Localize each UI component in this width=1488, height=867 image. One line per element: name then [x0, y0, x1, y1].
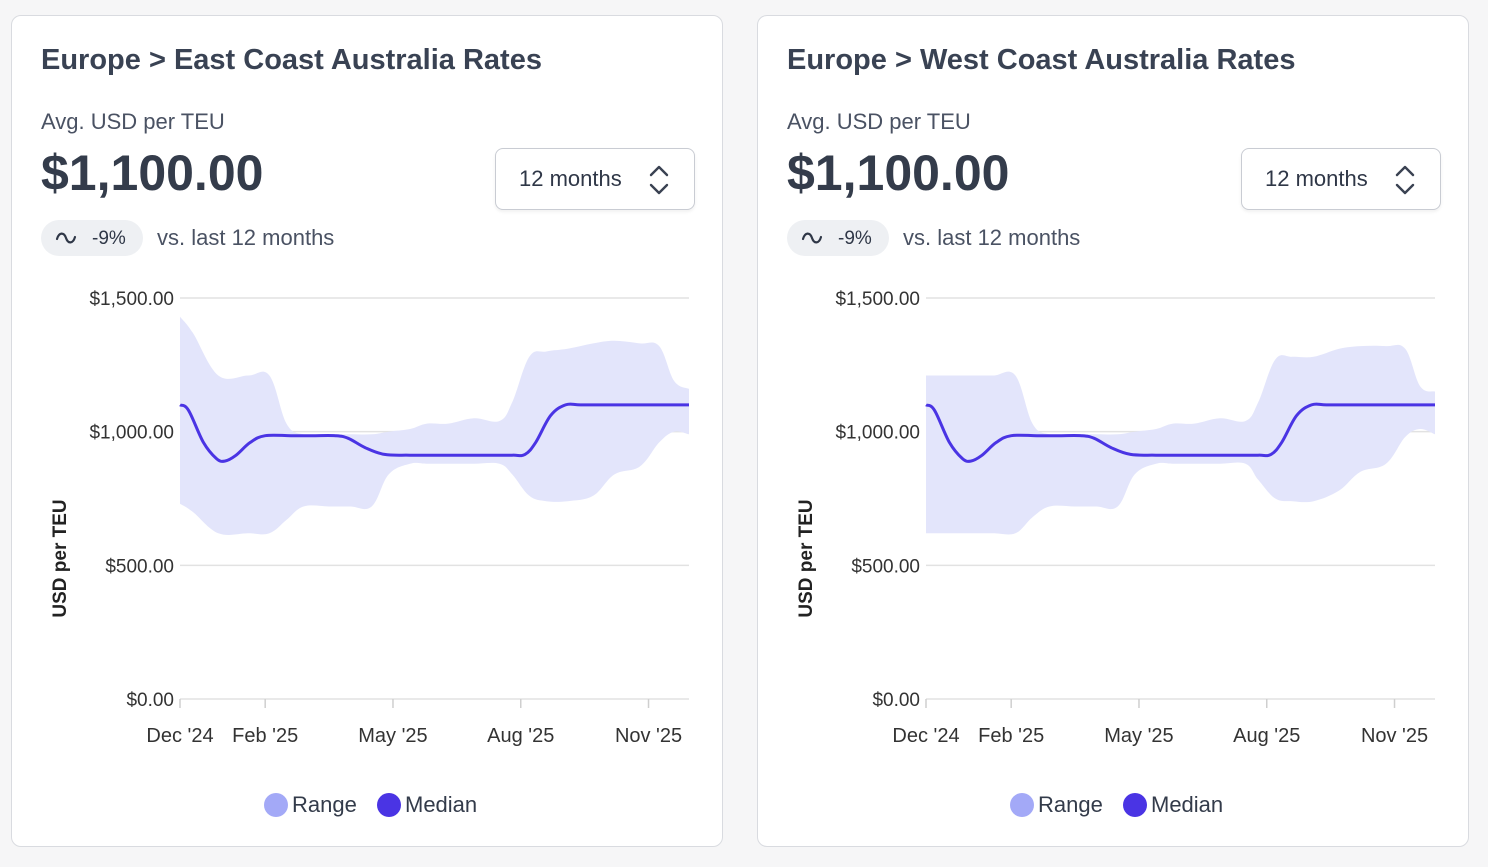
period-select-value: 12 months: [1265, 166, 1368, 191]
legend-swatch-range: [1010, 793, 1034, 817]
y-tick-label: $1,500.00: [89, 289, 174, 310]
y-axis-title: USD per TEU: [796, 499, 817, 617]
range-band: [180, 316, 689, 535]
card-title: Europe > West Coast Australia Rates: [787, 44, 1296, 76]
change-badge: -9%: [41, 220, 143, 256]
x-tick-label: May '25: [1104, 725, 1173, 747]
x-tick-label: Nov '25: [615, 725, 682, 747]
rate-chart: $0.00 $500.00 $1,000.00 $1,500.00 Dec '24 Feb…: [50, 289, 689, 747]
rate-card: Europe > East Coast Australia Rates Avg.…: [11, 15, 723, 847]
y-tick-label: $1,500.00: [835, 289, 920, 310]
tilde-wave-icon: [55, 232, 77, 244]
metric-value: $1,100.00: [41, 145, 264, 201]
up-down-chevron-icon: [649, 165, 669, 195]
x-tick-label: Nov '25: [1361, 725, 1428, 747]
legend-swatch-median: [1123, 793, 1147, 817]
range-band: [926, 344, 1435, 535]
y-axis-title: USD per TEU: [50, 499, 71, 617]
x-tick-label: Feb '25: [232, 725, 298, 747]
up-down-chevron-icon: [1395, 165, 1415, 195]
metric-value: $1,100.00: [787, 145, 1010, 201]
comparison-text: vs. last 12 months: [903, 225, 1081, 250]
change-percent: -9%: [838, 228, 872, 249]
card-title: Europe > East Coast Australia Rates: [41, 44, 542, 76]
x-tick-label: Dec '24: [146, 725, 213, 747]
median-line: [925, 402, 1435, 463]
period-select[interactable]: 12 months: [1241, 148, 1441, 210]
legend-label-range: Range: [1038, 792, 1103, 817]
rate-chart: $0.00 $500.00 $1,000.00 $1,500.00 Dec '24 Feb…: [796, 289, 1435, 747]
y-tick-label: $500.00: [105, 556, 174, 577]
period-select[interactable]: 12 months: [495, 148, 695, 210]
legend-label-median: Median: [1151, 792, 1224, 817]
x-tick-label: Feb '25: [978, 725, 1044, 747]
metric-label: Avg. USD per TEU: [41, 109, 225, 134]
tilde-wave-icon: [801, 232, 823, 244]
legend-swatch-range: [264, 793, 288, 817]
chart-legend: Range Median: [12, 788, 724, 822]
legend-label-median: Median: [405, 792, 478, 817]
rate-card: Europe > West Coast Australia Rates Avg.…: [757, 15, 1469, 847]
y-tick-label: $0.00: [126, 690, 174, 711]
median-line: [179, 402, 689, 463]
x-tick-label: Aug '25: [487, 725, 554, 747]
y-tick-label: $1,000.00: [89, 423, 174, 444]
x-tick-label: Dec '24: [892, 725, 959, 747]
y-tick-label: $500.00: [851, 556, 920, 577]
x-tick-label: May '25: [358, 725, 427, 747]
change-percent: -9%: [92, 228, 126, 249]
x-tick-label: Aug '25: [1233, 725, 1300, 747]
period-select-value: 12 months: [519, 166, 622, 191]
comparison-text: vs. last 12 months: [157, 225, 335, 250]
metric-label: Avg. USD per TEU: [787, 109, 971, 134]
y-tick-label: $0.00: [872, 690, 920, 711]
chart-legend: Range Median: [758, 788, 1470, 822]
legend-label-range: Range: [292, 792, 357, 817]
y-tick-label: $1,000.00: [835, 423, 920, 444]
legend-swatch-median: [377, 793, 401, 817]
change-badge: -9%: [787, 220, 889, 256]
